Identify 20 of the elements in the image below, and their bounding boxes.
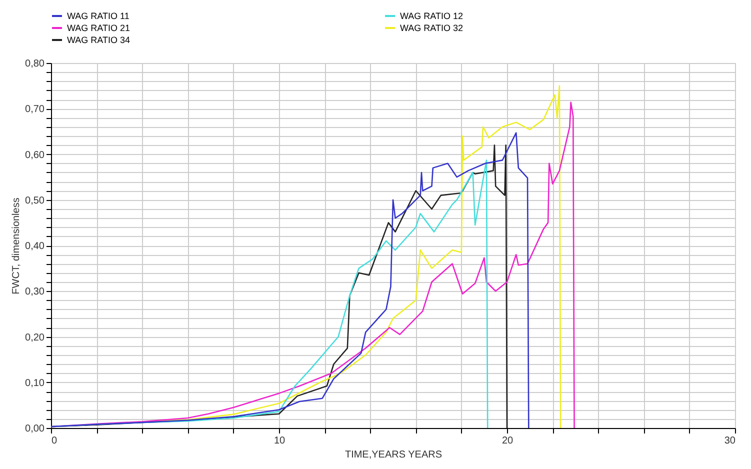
x-axis-title: TIME,YEARS YEARS (344, 450, 442, 460)
y-tick-label: 0,80 (25, 58, 45, 70)
legend-label: WAG RATIO 12 (400, 11, 464, 21)
x-tick-label: 20 (502, 436, 514, 446)
y-tick-label: 0,10 (25, 378, 45, 389)
legend-label: WAG RATIO 11 (67, 11, 130, 21)
y-tick-label: 0,70 (25, 104, 45, 116)
y-tick-label: 0,30 (25, 286, 45, 298)
x-tick-label: 10 (274, 436, 286, 446)
legend-label: WAG RATIO 21 (67, 23, 130, 33)
y-tick-label: 0,40 (25, 241, 45, 252)
x-tick-label: 30 (724, 436, 736, 446)
legend-label: WAG RATIO 32 (400, 23, 464, 33)
y-tick-label: 0,20 (25, 332, 45, 344)
legend-label: WAG RATIO 34 (67, 35, 130, 45)
y-tick-label: 0,60 (25, 150, 45, 161)
y-tick-label: 0,50 (25, 195, 45, 206)
y-tick-label: 0,00 (25, 424, 45, 434)
x-tick-label: 0 (52, 436, 58, 446)
y-axis-title: FWCT, dimensionless (11, 198, 22, 294)
